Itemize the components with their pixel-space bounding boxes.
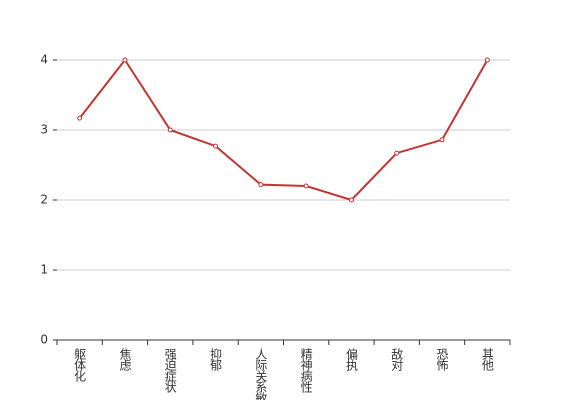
x-tick-label: 抑郁 [209,347,223,372]
point [77,115,83,121]
x-tick-label: 躯体化 [73,347,87,383]
x-tick-label: 精神病性 [299,348,313,394]
y-tick-label: 2 [40,193,48,207]
x-tick-label: 敌对 [390,347,404,371]
point [484,57,490,63]
point [258,182,264,188]
y-tick-label: 1 [40,263,48,277]
point [394,150,400,156]
x-tick-label: 强迫症状 [163,348,177,393]
point [122,57,128,63]
y-tick-label: 4 [40,53,48,67]
x-tick-label: 其他 [480,348,494,371]
x-tick-label: 焦虑 [118,348,132,371]
line [78,58,489,202]
x-tick-label: 偏执 [344,347,358,372]
point [439,137,445,143]
point [303,183,309,189]
x-tick-label: 人际关系敏感 [254,348,268,400]
x-tick-label: 恐怖 [435,348,449,371]
y-tick-label: 3 [40,123,48,137]
point [348,197,354,203]
point [167,127,173,133]
point [213,143,219,149]
y-tick-label: 0 [40,333,48,347]
